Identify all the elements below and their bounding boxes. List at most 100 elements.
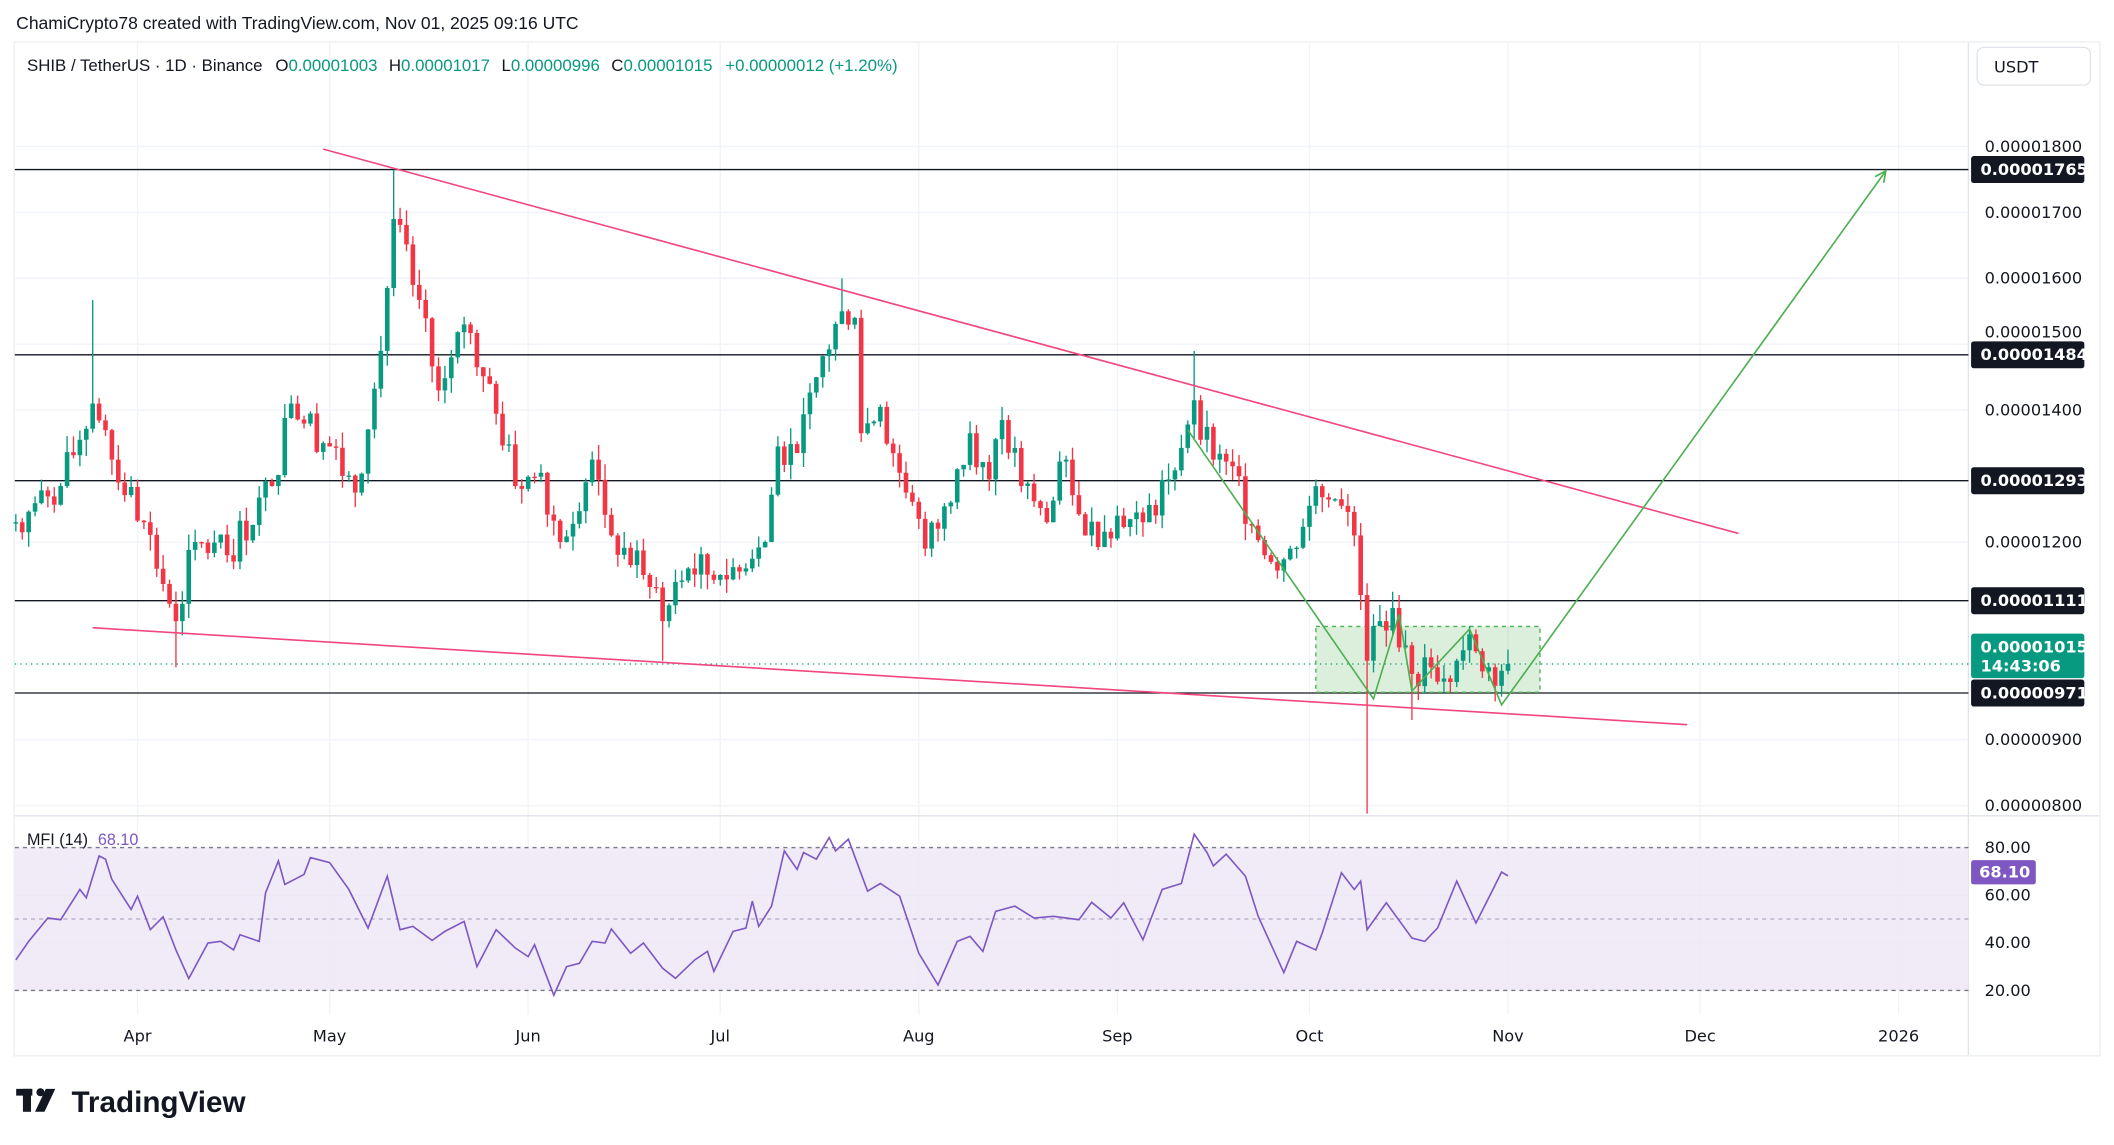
candle-up	[391, 218, 396, 289]
time-axis[interactable]: Apr May Jun Jul Aug Sep Oct Nov Dec 2026	[124, 1027, 1920, 1046]
candle-up	[775, 446, 781, 495]
candle-down	[922, 518, 928, 549]
candle-up	[276, 475, 281, 486]
candle-down	[1492, 667, 1498, 686]
candle-up	[1332, 499, 1338, 501]
price-tick-label: 0.00000900	[1985, 730, 2083, 749]
candle-down	[782, 446, 787, 465]
candle-down	[1428, 657, 1434, 668]
candle-up	[589, 459, 595, 483]
countdown-text: 14:43:06	[1981, 656, 2061, 675]
candle-up	[967, 433, 973, 465]
time-tick-label: May	[313, 1027, 347, 1046]
symbol-name[interactable]: SHIB / TetherUS · 1D · Binance	[27, 56, 263, 75]
candle-down	[711, 574, 717, 580]
candle-down	[474, 333, 480, 368]
candle-up	[13, 522, 19, 524]
candle-up	[212, 542, 217, 553]
candle-up	[1025, 483, 1030, 486]
candle-down	[1095, 521, 1101, 547]
candle-up	[577, 511, 582, 524]
candle-down	[647, 574, 653, 587]
currency-label[interactable]: USDT	[1994, 57, 2039, 76]
candle-down	[532, 476, 537, 479]
tradingview-logo[interactable]: TradingView	[16, 1086, 247, 1119]
candle-down	[404, 224, 409, 245]
candle-up	[26, 511, 31, 533]
candle-up	[685, 568, 691, 581]
low-value: 0.00000996	[511, 56, 600, 75]
candle-up	[346, 475, 352, 477]
trendline-lower[interactable]	[92, 626, 1688, 726]
mfi-pane[interactable]: 80.00 60.00 40.00 20.00 68.10	[14, 832, 2036, 1000]
candle-up	[756, 547, 761, 559]
mfi-tick-label: 20.00	[1985, 981, 2031, 1000]
trendline-upper[interactable]	[323, 148, 1739, 535]
price-axis[interactable]: 0.00001800 0.00001700 0.00001600 0.00001500…	[1971, 137, 2088, 815]
candle-up	[288, 403, 294, 418]
candle-up	[942, 506, 947, 529]
candle-down	[154, 534, 160, 569]
drawings[interactable]	[92, 148, 1887, 726]
candle-up	[1390, 607, 1395, 631]
candle-up	[871, 421, 877, 424]
candle-down	[884, 406, 890, 444]
candle-up	[1102, 531, 1107, 547]
candle-up	[180, 603, 185, 622]
range-box[interactable]	[1315, 625, 1541, 694]
candle-down	[897, 453, 902, 473]
candle-down	[1038, 501, 1043, 509]
candle-up	[1403, 645, 1408, 648]
time-tick-label: Nov	[1492, 1027, 1524, 1046]
candle-up	[1377, 621, 1383, 627]
time-tick-label: Aug	[903, 1027, 935, 1046]
candle-up	[506, 444, 512, 446]
candle-up	[1307, 505, 1312, 527]
last-price-text: 0.00001015	[1981, 638, 2088, 657]
candle-up	[282, 417, 288, 476]
candle-up	[1127, 519, 1133, 528]
candle-down	[903, 472, 909, 493]
price-tick-label: 0.00001400	[1985, 401, 2083, 420]
candle-up	[833, 323, 838, 350]
candle-up	[1089, 521, 1095, 536]
candle-up	[993, 439, 998, 480]
candle-up	[1300, 526, 1306, 548]
candle-up	[1185, 424, 1191, 448]
candle-up	[64, 452, 70, 486]
candle-down	[51, 496, 57, 505]
candle-up	[929, 522, 934, 549]
projection-arrow-head-icon	[1874, 169, 1887, 183]
candle-up	[801, 414, 806, 454]
candle-down	[1268, 555, 1274, 562]
projection-path[interactable]	[1187, 170, 1887, 707]
candle-up	[564, 536, 569, 543]
level-price-badge	[1971, 341, 2085, 369]
candle-up	[263, 481, 268, 498]
candle-down	[1140, 512, 1146, 523]
time-tick-label: Sep	[1102, 1027, 1132, 1046]
symbol-legend[interactable]: SHIB / TetherUS · 1D · Binance O0.000010…	[27, 56, 898, 75]
candle-up	[698, 554, 704, 575]
candle-down	[122, 482, 128, 496]
candle-down	[135, 486, 140, 521]
candle-down	[1083, 514, 1088, 536]
candle-down	[148, 522, 153, 535]
time-tick-label: Jun	[515, 1027, 541, 1046]
candle-down	[1018, 447, 1024, 486]
range-box-rect[interactable]	[1315, 625, 1541, 694]
candle-down	[487, 376, 493, 384]
candle-down	[1249, 523, 1255, 526]
candle-down	[109, 430, 115, 460]
candle-down	[436, 366, 441, 391]
mfi-legend[interactable]: MFI (14) 68.10	[27, 831, 138, 849]
candle-down	[160, 568, 166, 585]
candle-down	[205, 542, 211, 553]
candle-up	[1134, 512, 1139, 520]
currency-button[interactable]: USDT	[1976, 46, 2092, 86]
candle-up	[762, 542, 768, 548]
candlestick-series	[13, 169, 1511, 814]
candle-down	[1198, 400, 1203, 440]
candle-down	[1006, 420, 1011, 453]
